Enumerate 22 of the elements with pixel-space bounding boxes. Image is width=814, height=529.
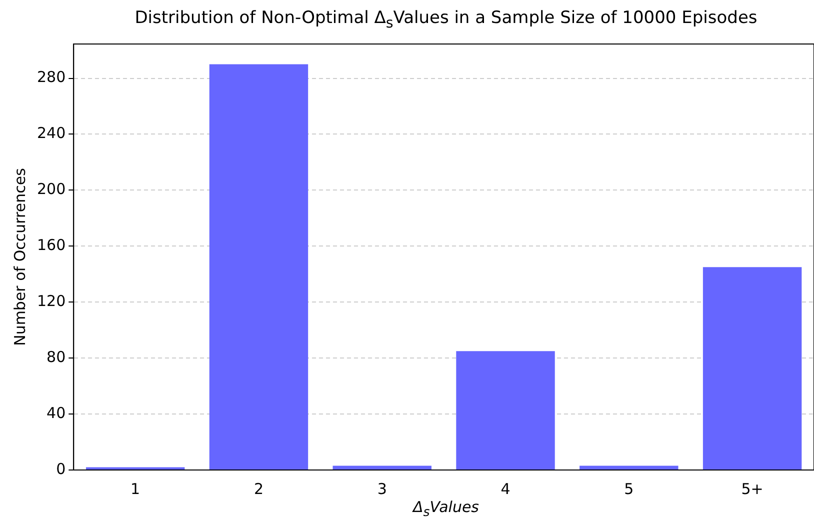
x-tick-label: 5+ (741, 480, 764, 498)
bar (209, 64, 308, 470)
y-axis-title: Number of Occurrences (10, 168, 29, 346)
y-tick-label: 280 (36, 68, 66, 86)
x-axis-title: Δ$_{s}$Values (411, 498, 480, 519)
x-tick-label: 2 (254, 480, 264, 498)
x-tick-label: 5 (624, 480, 634, 498)
bar (702, 267, 802, 470)
y-tick-label: 80 (46, 348, 66, 366)
x-tick-label: 3 (377, 480, 387, 498)
y-tick-label: 120 (36, 292, 66, 310)
chart-title: Distribution of Non-Optimal Δ$_{s}$Values in a Sample Size of 10000 Episodes (134, 8, 758, 32)
y-tick-label: 0 (56, 460, 66, 478)
x-tick-label: 4 (500, 480, 510, 498)
y-tick-label: 40 (46, 404, 66, 422)
bar (456, 351, 555, 470)
x-tick-label: 1 (130, 480, 140, 498)
bar (580, 466, 678, 470)
bar (332, 466, 432, 470)
y-tick-label: 160 (36, 236, 66, 254)
y-tick-label: 240 (36, 124, 66, 142)
y-tick-label: 200 (36, 180, 66, 198)
